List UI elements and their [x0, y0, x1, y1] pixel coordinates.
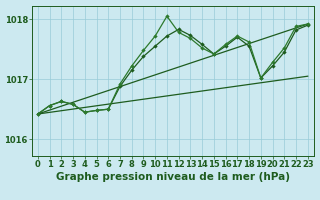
X-axis label: Graphe pression niveau de la mer (hPa): Graphe pression niveau de la mer (hPa)	[56, 172, 290, 182]
